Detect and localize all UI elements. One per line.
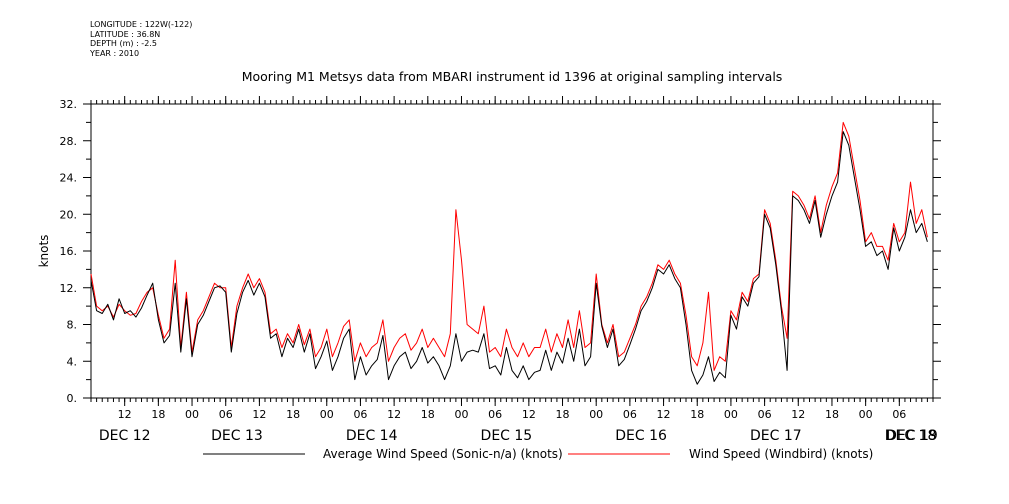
x-day-label: DEC 17 [750,428,802,444]
x-tick-label: 18 [825,408,839,421]
series-lines [90,121,928,385]
longitude-label: LONGITUDE : 122W(-122) [90,20,193,29]
y-tick-label: 32. [60,98,78,111]
x-day-label: DEC 12 [99,428,151,444]
x-tick-label: 06 [353,408,367,421]
chart-title: Mooring M1 Metsys data from MBARI instru… [242,69,783,84]
x-tick-label: 18 [421,408,435,421]
x-tick-label: 18 [556,408,570,421]
x-tick-label: 00 [589,408,603,421]
x-tick-label: 12 [252,408,266,421]
x-tick-label: 18 [286,408,300,421]
x-tick-label: 00 [724,408,738,421]
x-tick-label: 00 [320,408,334,421]
x-tick-label: 06 [623,408,637,421]
y-tick-label: 0. [67,392,78,405]
x-day-label: DEC 16 [615,428,667,444]
depth-label: DEPTH (m) : -2.5 [90,39,157,48]
y-tick-label: 4. [67,355,78,368]
x-day-label: DEC 18 [885,428,937,444]
axis-ticks: 0. 4. 8. 12. 16. 20. 24. 28. 32. 12 18 00 06 12 18 00 06… [60,96,941,444]
x-tick-label: 12 [118,408,132,421]
x-tick-label: 12 [522,408,536,421]
x-tick-label: 18 [690,408,704,421]
legend-label-sonic: Average Wind Speed (Sonic-n/a) (knots) [323,447,563,461]
y-tick-label: 20. [60,208,78,221]
legend: Average Wind Speed (Sonic-n/a) (knots) W… [203,447,873,461]
legend-label-windbird: Wind Speed (Windbird) (knots) [689,447,873,461]
x-tick-label: 00 [859,408,873,421]
x-tick-label: 12 [387,408,401,421]
x-tick-label: 12 [657,408,671,421]
x-tick-label: 00 [185,408,199,421]
x-day-label: DEC 19 [886,428,938,444]
y-tick-label: 12. [60,282,78,295]
x-tick-label: 06 [892,408,906,421]
x-tick-label: 18 [151,408,165,421]
x-tick-label: 06 [219,408,233,421]
x-day-label: DEC 14 [346,428,398,444]
y-tick-label: 8. [67,319,78,332]
x-tick-label: 12 [791,408,805,421]
x-tick-label: 06 [758,408,772,421]
latitude-label: LATITUDE : 36.8N [90,29,161,39]
x-day-label: DEC 13 [211,428,263,444]
series-line-windbird [90,121,928,371]
location-metadata: LONGITUDE : 122W(-122) LATITUDE : 36.8N … [90,20,192,58]
plot-frame [90,103,934,399]
x-tick-label: 00 [454,408,468,421]
x-day-label: DEC 15 [481,428,533,444]
y-tick-label: 24. [60,172,78,185]
y-tick-label: 16. [60,245,78,258]
y-tick-label: 28. [60,135,78,148]
x-tick-label: 06 [488,408,502,421]
year-label: YEAR : 2010 [90,48,140,58]
y-axis-label: knots [37,235,51,268]
series-line-sonic [90,131,928,385]
